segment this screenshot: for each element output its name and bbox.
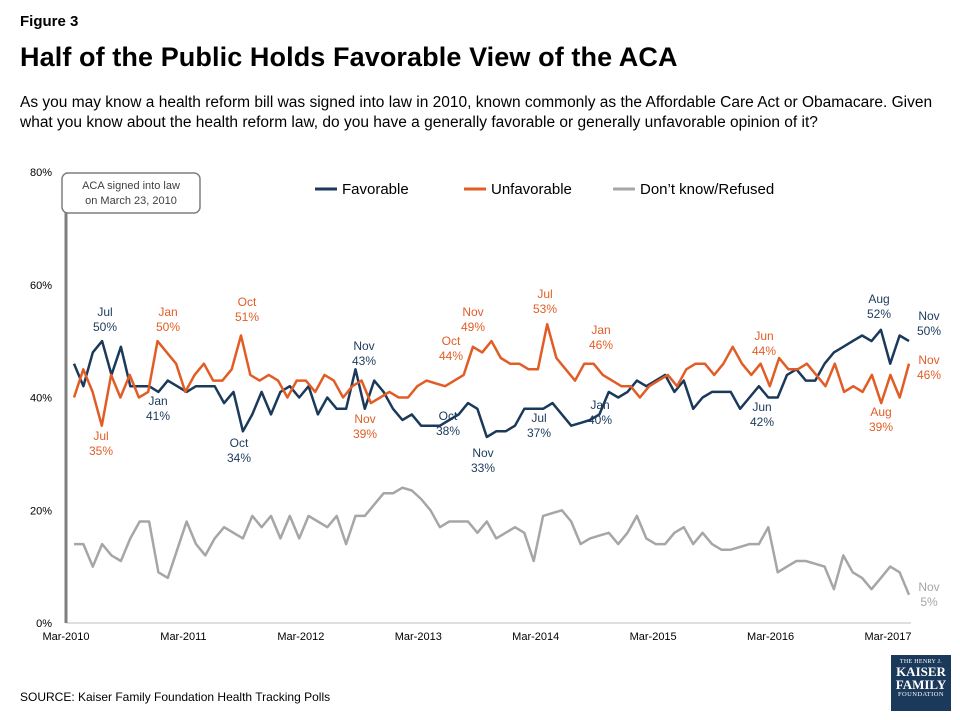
annotation-value-unfavorable: 50% [156,320,180,334]
annotation-label-unfavorable: Oct [442,334,461,348]
figure-label: Figure 3 [20,13,79,30]
annotation-label-unfavorable: Jul [537,287,552,301]
annotation-value-unfavorable: 39% [869,420,893,434]
annotation-label-unfavorable: Jan [158,305,177,319]
y-tick-label: 0% [36,618,52,630]
legend-label-dontknow: Don’t know/Refused [640,181,774,198]
x-tick-label: Mar-2015 [630,631,677,643]
annotation-value-unfavorable: 44% [439,349,463,363]
annotation-value-favorable: 52% [867,307,891,321]
annotation-value-unfavorable: 51% [235,310,259,324]
annotation-label-favorable: Aug [868,292,889,306]
x-tick-label: Mar-2011 [160,631,206,643]
annotation-value-favorable: 37% [527,426,551,440]
y-tick-label: 60% [30,280,52,292]
annotation-label-favorable: Oct [439,409,458,423]
annotation-label-unfavorable: Aug [870,405,891,419]
event-callout-box [61,172,201,214]
logo-line-2: KAISER [896,664,946,679]
annotation-value-unfavorable: 46% [589,338,613,352]
annotation-value-unfavorable: 35% [89,444,113,458]
annotation-value-favorable: 40% [588,413,612,427]
annotation-value-unfavorable: 49% [461,320,485,334]
annotation-label-favorable: Jul [531,411,546,425]
annotation-label-favorable: Nov [353,339,374,353]
x-tick-label: Mar-2017 [864,631,911,643]
annotation-label-unfavorable: Jun [754,329,773,343]
x-tick-label: Mar-2014 [512,631,559,643]
annotation-label-favorable: Jan [148,394,167,408]
series-line-unfavorable [72,322,911,427]
annotation-label-dontknow: Nov [918,580,939,594]
x-tick-label: Mar-2016 [747,631,794,643]
series-line-dontknow [74,486,911,596]
logo-line-4: FOUNDATION [898,691,944,698]
legend-label-favorable: Favorable [342,181,409,198]
annotation-label-favorable: Oct [230,436,249,450]
annotation-label-favorable: Jun [752,400,771,414]
annotation-label-favorable: Nov [472,446,493,460]
y-tick-label: 80% [30,167,52,179]
annotation-value-unfavorable: 53% [533,302,557,316]
annotation-value-favorable: 34% [227,451,251,465]
annotation-label-unfavorable: Nov [462,305,483,319]
annotation-value-favorable: 50% [917,324,941,338]
legend-label-unfavorable: Unfavorable [491,181,572,198]
y-tick-label: 40% [30,393,52,405]
x-tick-label: Mar-2010 [42,631,89,643]
annotation-value-favorable: 50% [93,320,117,334]
source-note: SOURCE: Kaiser Family Foundation Health … [20,690,331,704]
annotation-value-unfavorable: 46% [917,368,941,382]
annotation-label-unfavorable: Nov [918,353,939,367]
annotation-label-favorable: Nov [918,309,939,323]
annotation-value-unfavorable: 44% [752,344,776,358]
x-tick-label: Mar-2013 [395,631,442,643]
annotation-value-favorable: 38% [436,424,460,438]
event-callout-line-2: on March 23, 2010 [85,195,177,207]
event-callout-line-1: ACA signed into law [82,180,180,192]
logo-line-3: FAMILY [895,677,947,692]
annotation-value-favorable: 33% [471,461,495,475]
annotation-value-favorable: 42% [750,415,774,429]
annotation-label-unfavorable: Nov [354,412,375,426]
annotation-value-dontknow: 5% [920,595,938,609]
annotation-label-favorable: Jul [97,305,112,319]
chart-subtitle: As you may know a health reform bill was… [20,94,933,131]
annotation-label-favorable: Jan [590,398,609,412]
chart-title: Half of the Public Holds Favorable View … [20,42,678,72]
x-tick-label: Mar-2012 [277,631,324,643]
kff-logo: THE HENRY J. KAISER FAMILY FOUNDATION [891,655,951,711]
annotation-label-unfavorable: Jul [93,429,108,443]
annotation-value-favorable: 43% [352,354,376,368]
logo-line-1: THE HENRY J. [899,659,943,665]
y-tick-label: 20% [30,505,52,517]
annotation-label-unfavorable: Jan [591,323,610,337]
annotation-label-unfavorable: Oct [238,295,257,309]
annotation-value-favorable: 41% [146,409,170,423]
series-line-favorable [72,328,910,439]
annotation-value-unfavorable: 39% [353,427,377,441]
